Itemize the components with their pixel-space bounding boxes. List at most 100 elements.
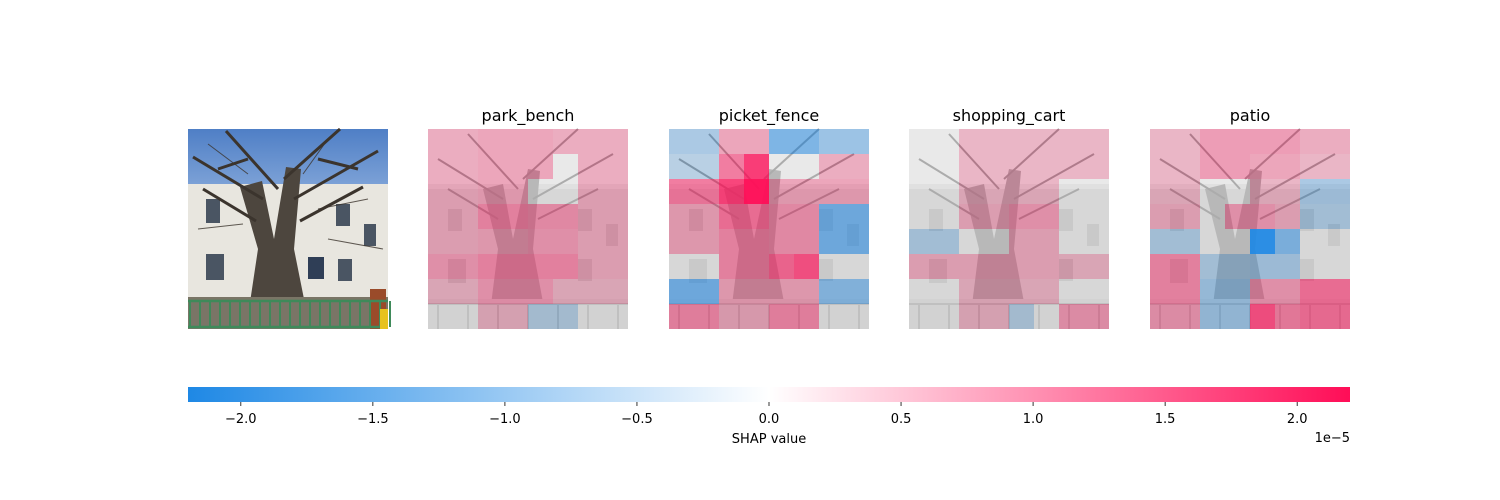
heatmap-cell [1150, 204, 1175, 229]
colorbar-tick-label: 0.5 [891, 412, 912, 427]
heatmap-cell [528, 304, 553, 329]
heatmap-cell [1084, 254, 1109, 279]
shap-panel-patio [1149, 128, 1351, 330]
heatmap-cell [794, 304, 819, 329]
heatmap-cell [1084, 129, 1109, 154]
heatmap-cell [553, 279, 578, 304]
heatmap-cell [478, 229, 503, 254]
heatmap-cell [428, 254, 453, 279]
heatmap-cell [669, 154, 694, 179]
heatmap-cell [603, 254, 628, 279]
heatmap-cell [1059, 179, 1084, 204]
panel-title-1: park_bench [482, 106, 575, 126]
heatmap-cell [1275, 304, 1300, 329]
heatmap-cell [453, 254, 478, 279]
heatmap-cell [1150, 179, 1175, 204]
heatmap-cell [769, 179, 794, 204]
heatmap-cell [984, 254, 1009, 279]
heatmap-cell [1225, 179, 1250, 204]
heatmap-cell [503, 254, 528, 279]
heatmap-cell [959, 279, 984, 304]
heatmap-cell [694, 179, 719, 204]
heatmap-cell [1175, 179, 1200, 204]
heatmap-cell [669, 229, 694, 254]
heatmap-cell [909, 129, 934, 154]
heatmap-cell [744, 204, 769, 229]
heatmap-cell [719, 129, 744, 154]
heatmap-cell [934, 204, 959, 229]
heatmap-cell [528, 129, 553, 154]
heatmap-cell [503, 204, 528, 229]
heatmap-cell [959, 254, 984, 279]
heatmap-cell [694, 304, 719, 329]
heatmap-cell [1009, 204, 1034, 229]
heatmap-cell [819, 229, 844, 254]
heatmap-cell [528, 179, 553, 204]
heatmap-cell [1175, 204, 1200, 229]
heatmap-cell [959, 179, 984, 204]
heatmap-cell [1250, 179, 1275, 204]
heatmap-cell [669, 279, 694, 304]
colorbar-gradient [188, 387, 1350, 402]
heatmap-cell [1300, 304, 1325, 329]
heatmap-cell [1325, 129, 1350, 154]
panel-title-2: picket_fence [719, 106, 819, 126]
heatmap-cell [428, 154, 453, 179]
heatmap-cell [603, 129, 628, 154]
heatmap-cell [769, 229, 794, 254]
heatmap-cell [528, 279, 553, 304]
heatmap-cell [1084, 304, 1109, 329]
heatmap-cell [453, 129, 478, 154]
heatmap-cell [984, 304, 1009, 329]
heatmap-cell [553, 154, 578, 179]
heatmap-cell [1059, 254, 1084, 279]
heatmap-cell [719, 279, 744, 304]
heatmap-cell [1200, 154, 1225, 179]
heatmap-cell [1225, 129, 1250, 154]
heatmap-cell [1250, 229, 1275, 254]
heatmap-cell [719, 304, 744, 329]
heatmap-cell [1034, 154, 1059, 179]
heatmap-cell [1150, 129, 1175, 154]
heatmap-cell [1175, 129, 1200, 154]
heatmap-cell [428, 179, 453, 204]
heatmap-cell [694, 204, 719, 229]
heatmap-cell [669, 304, 694, 329]
heatmap-cell [769, 129, 794, 154]
heatmap-cell [934, 179, 959, 204]
heatmap-cell [909, 254, 934, 279]
heatmap-cell [578, 229, 603, 254]
heatmap-cell [428, 229, 453, 254]
heatmap-cell [744, 229, 769, 254]
heatmap-cell [1084, 279, 1109, 304]
heatmap-cell [984, 179, 1009, 204]
heatmap-cell [603, 304, 628, 329]
heatmap-cell [769, 279, 794, 304]
heatmap-cell [819, 179, 844, 204]
heatmap-cell [503, 304, 528, 329]
heatmap-cell [1034, 179, 1059, 204]
heatmap-cell [1034, 229, 1059, 254]
heatmap-cell [428, 129, 453, 154]
heatmap-cell [959, 129, 984, 154]
heatmap-cell [934, 154, 959, 179]
heatmap-cell [1275, 254, 1300, 279]
heatmap-cell [719, 204, 744, 229]
heatmap-cell [844, 254, 869, 279]
heatmap-cell [553, 254, 578, 279]
heatmap-cell [478, 304, 503, 329]
heatmap-cell [503, 129, 528, 154]
heatmap-cell [1059, 304, 1084, 329]
heatmap-cell [1200, 279, 1225, 304]
colorbar-tick-label: −1.5 [357, 412, 389, 427]
heatmap-cell [1325, 279, 1350, 304]
heatmap-cell [428, 279, 453, 304]
heatmap-cell [478, 129, 503, 154]
heatmap-cell [1275, 179, 1300, 204]
heatmap-cell [1250, 304, 1275, 329]
heatmap-cell [478, 279, 503, 304]
heatmap-cell [1009, 179, 1034, 204]
heatmap-cell [578, 129, 603, 154]
heatmap-cell [1175, 154, 1200, 179]
heatmap-cell [719, 229, 744, 254]
